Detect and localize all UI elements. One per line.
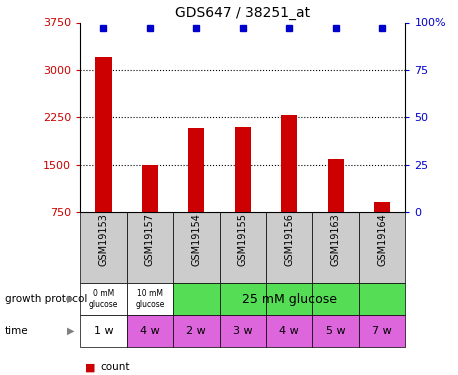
Title: GDS647 / 38251_at: GDS647 / 38251_at — [175, 6, 311, 20]
Text: count: count — [101, 363, 130, 372]
Text: 1 w: 1 w — [93, 326, 113, 336]
Text: ▶: ▶ — [67, 294, 75, 304]
Bar — [374, 202, 390, 259]
Text: 3 w: 3 w — [233, 326, 252, 336]
Text: 0 mM
glucose: 0 mM glucose — [89, 290, 118, 309]
Bar — [327, 159, 344, 259]
Text: time: time — [5, 326, 28, 336]
Bar — [95, 57, 111, 259]
Text: ▶: ▶ — [67, 326, 75, 336]
Text: 5 w: 5 w — [326, 326, 345, 336]
Text: 7 w: 7 w — [372, 326, 392, 336]
Text: 10 mM
glucose: 10 mM glucose — [135, 290, 164, 309]
Text: 2 w: 2 w — [186, 326, 206, 336]
Bar — [281, 115, 297, 259]
Text: growth protocol: growth protocol — [5, 294, 87, 304]
Text: ■: ■ — [85, 363, 95, 372]
Text: 25 mM glucose: 25 mM glucose — [242, 292, 337, 306]
Bar — [188, 128, 204, 259]
Bar — [234, 127, 251, 259]
Text: 4 w: 4 w — [279, 326, 299, 336]
Bar — [142, 165, 158, 259]
Text: 4 w: 4 w — [140, 326, 160, 336]
